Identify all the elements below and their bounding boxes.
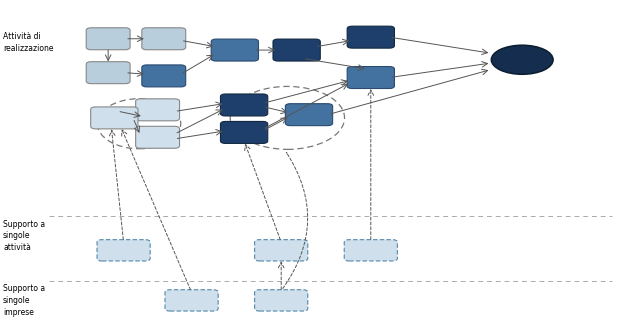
FancyBboxPatch shape: [86, 62, 130, 84]
Ellipse shape: [491, 45, 553, 74]
Text: Supporto a
singole
attività: Supporto a singole attività: [3, 220, 45, 252]
FancyBboxPatch shape: [142, 28, 186, 50]
FancyBboxPatch shape: [136, 99, 179, 121]
FancyBboxPatch shape: [136, 126, 179, 148]
FancyBboxPatch shape: [347, 67, 394, 89]
FancyBboxPatch shape: [221, 121, 268, 143]
FancyBboxPatch shape: [273, 39, 320, 61]
Text: Supporto a
singole
imprese: Supporto a singole imprese: [3, 284, 45, 317]
FancyBboxPatch shape: [344, 240, 397, 261]
FancyBboxPatch shape: [165, 290, 218, 311]
FancyBboxPatch shape: [86, 28, 130, 50]
FancyBboxPatch shape: [347, 26, 394, 48]
FancyBboxPatch shape: [286, 104, 332, 126]
FancyBboxPatch shape: [142, 65, 186, 87]
FancyBboxPatch shape: [211, 39, 258, 61]
FancyArrowPatch shape: [283, 152, 308, 288]
Text: Attività di
realizzazione: Attività di realizzazione: [3, 32, 54, 53]
FancyBboxPatch shape: [91, 107, 138, 129]
FancyBboxPatch shape: [255, 290, 308, 311]
FancyBboxPatch shape: [255, 240, 308, 261]
FancyBboxPatch shape: [97, 240, 150, 261]
FancyBboxPatch shape: [221, 94, 268, 116]
